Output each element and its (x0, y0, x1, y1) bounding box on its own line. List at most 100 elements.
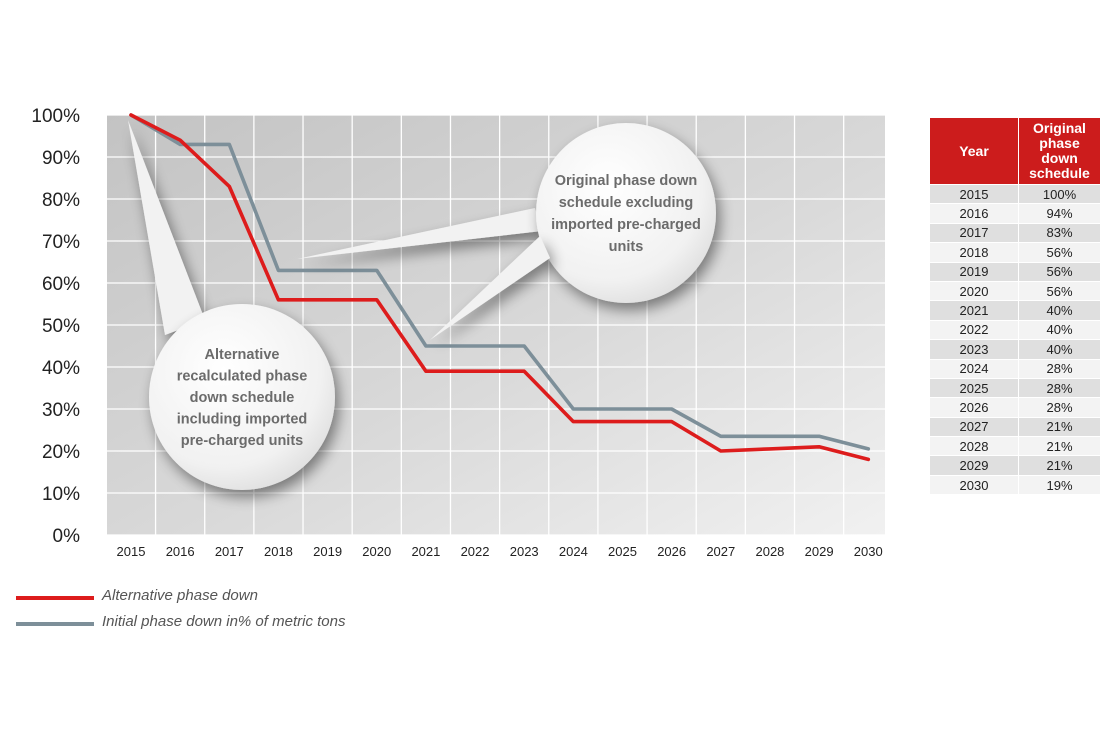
table-row: 2023 40% (929, 339, 1101, 360)
y-tick-label: 0% (53, 526, 81, 547)
y-tick-label: 80% (42, 190, 80, 211)
legend-label: Alternative phase down (102, 587, 258, 604)
table-cell-year: 2018 (929, 242, 1019, 263)
y-tick-label: 60% (42, 274, 80, 295)
table-header-year: Year (929, 117, 1019, 185)
x-tick-label: 2015 (117, 544, 146, 559)
x-tick-label: 2027 (706, 544, 735, 559)
x-tick-label: 2021 (411, 544, 440, 559)
callout-text-line: pre-charged units (181, 433, 303, 449)
table-cell-year: 2023 (929, 339, 1019, 360)
x-tick-label: 2022 (461, 544, 490, 559)
y-axis: 0% 10% 20% 30% 40% 50% 60% 70% 80% 90% 100% (31, 106, 80, 547)
table-row: 2015 100% (929, 183, 1101, 205)
table-cell-year: 2020 (929, 280, 1019, 302)
phase-down-chart: 0%10%20%30%40%50%60%70%80%90%100% 2015 20… (31, 106, 885, 559)
table-cell-value: 21% (1018, 436, 1101, 457)
table-cell-year: 2026 (929, 397, 1019, 418)
callout-text-line: recalculated phase (177, 369, 308, 385)
table-row: 2026 28% (929, 397, 1101, 418)
table-cell-value: 83% (1018, 222, 1101, 244)
table-cell-value: 21% (1018, 416, 1101, 438)
table-cell-year: 2029 (929, 455, 1019, 476)
x-tick-label: 2020 (362, 544, 391, 559)
table-cell-value: 28% (1018, 377, 1101, 399)
callout-circle (149, 304, 335, 490)
table-cell-value: 40% (1018, 319, 1101, 341)
table-cell-year: 2021 (929, 300, 1019, 321)
callout-text-line: Original phase down (555, 173, 698, 189)
x-tick-label: 2024 (559, 544, 588, 559)
y-tick-label: 40% (42, 358, 80, 379)
callout-text-line: schedule excluding (559, 195, 694, 211)
table-row: 2025 28% (929, 377, 1101, 399)
table-row: 2016 94% (929, 203, 1101, 224)
table-cell-value: 40% (1018, 339, 1101, 360)
table-row: 2029 21% (929, 455, 1101, 476)
callout-original: Original phase down schedule excluding imp… (297, 123, 716, 303)
table-cell-year: 2017 (929, 222, 1019, 244)
table-row: 2018 56% (929, 242, 1101, 263)
table-cell-value: 94% (1018, 203, 1101, 224)
table-cell-year: 2019 (929, 261, 1019, 282)
table-cell-year: 2028 (929, 436, 1019, 457)
table-cell-value: 28% (1018, 358, 1101, 379)
callout-text-line: imported pre-charged (551, 217, 701, 233)
callout-circle (536, 123, 716, 303)
table-row: 2024 28% (929, 358, 1101, 379)
x-tick-label: 2026 (657, 544, 686, 559)
y-tick-label: 100% (31, 106, 80, 127)
x-tick-label: 2018 (264, 544, 293, 559)
table-row: 2027 21% (929, 416, 1101, 438)
table-row: 2028 21% (929, 436, 1101, 457)
y-tick-label: 10% (42, 484, 80, 505)
table-row: 2030 19% (929, 474, 1101, 496)
legend-swatch-grey (16, 622, 94, 626)
table-cell-value: 28% (1018, 397, 1101, 418)
callout-text-line: down schedule (190, 390, 295, 406)
table-row: 2022 40% (929, 319, 1101, 341)
schedule-table: Year Original phase down schedule 2015 10… (929, 117, 1101, 496)
y-tick-label: 20% (42, 442, 80, 463)
table-cell-value: 19% (1018, 474, 1101, 496)
table-cell-value: 100% (1018, 183, 1101, 205)
table-cell-year: 2024 (929, 358, 1019, 379)
callouts: Original phase down schedule excluding imp… (128, 120, 716, 490)
callout-text-line: including imported (177, 412, 308, 428)
table-row: 2017 83% (929, 222, 1101, 244)
x-tick-label: 2029 (805, 544, 834, 559)
table-cell-value: 56% (1018, 242, 1101, 263)
x-tick-label: 2017 (215, 544, 244, 559)
callout-pointer (128, 120, 205, 335)
y-tick-label: 90% (42, 148, 80, 169)
table-header-schedule: Original phase down schedule (1018, 117, 1101, 185)
x-tick-label: 2025 (608, 544, 637, 559)
callout-text-line: units (609, 239, 644, 255)
table-cell-year: 2027 (929, 416, 1019, 438)
legend-swatch-red (16, 596, 94, 600)
callout-alternative: Alternative recalculated phase down schedu… (128, 120, 335, 490)
y-tick-label: 50% (42, 316, 80, 337)
x-tick-label: 2023 (510, 544, 539, 559)
series-lines (129, 113, 871, 462)
series-line-alternative (129, 113, 871, 462)
legend-label: Initial phase down in% of metric tons (102, 613, 346, 630)
y-tick-label: 30% (42, 400, 80, 421)
x-tick-label: 2028 (755, 544, 784, 559)
table-cell-year: 2025 (929, 377, 1019, 399)
callout-pointer (297, 208, 542, 259)
x-tick-label: 2016 (166, 544, 195, 559)
x-axis: 2015 2016 2017 2018 2019 2020 2021 2022 2023 2024… (117, 544, 883, 559)
table-cell-year: 2022 (929, 319, 1019, 341)
table-row: 2021 40% (929, 300, 1101, 321)
table-row: 2020 56% (929, 280, 1101, 302)
callout-pointer (430, 236, 550, 340)
x-tick-label: 2019 (313, 544, 342, 559)
callout-text-line: Alternative (205, 347, 280, 363)
table-cell-value: 40% (1018, 300, 1101, 321)
table-cell-year: 2016 (929, 203, 1019, 224)
table-cell-value: 56% (1018, 261, 1101, 282)
y-tick-label: 70% (42, 232, 80, 253)
x-tick-label: 2030 (854, 544, 883, 559)
table-row: 2019 56% (929, 261, 1101, 282)
